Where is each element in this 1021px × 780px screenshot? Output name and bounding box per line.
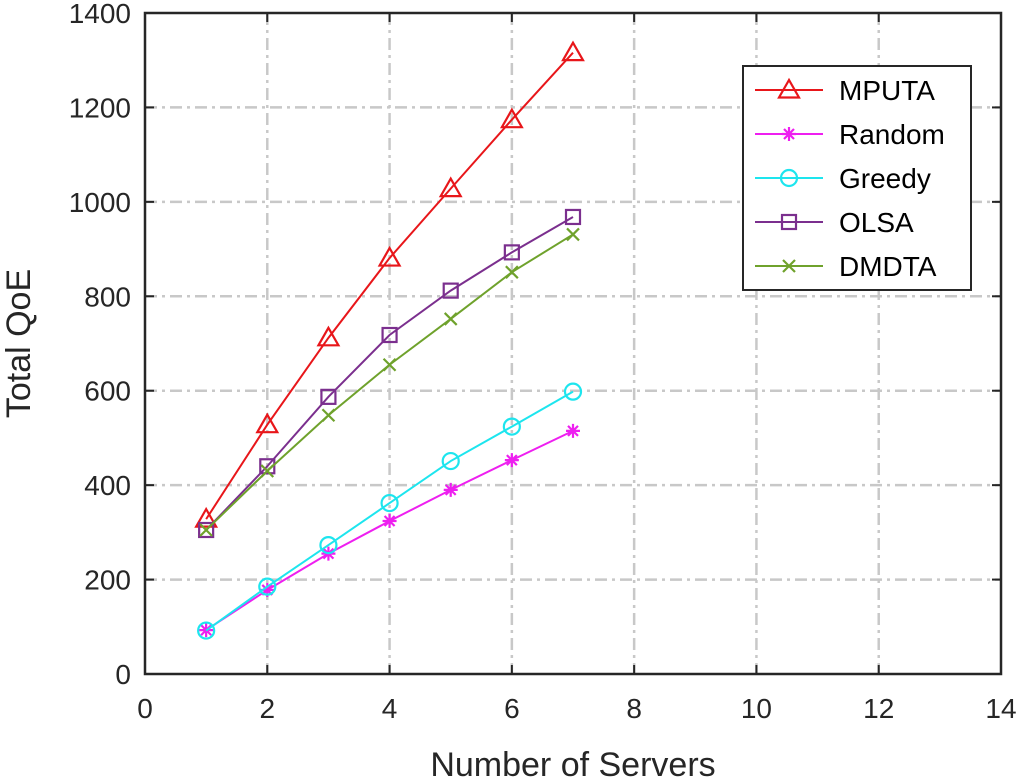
x-tick-label: 4: [382, 693, 398, 724]
data-point-greedy: [197, 621, 216, 640]
x-axis-label: Number of Servers: [430, 746, 715, 780]
y-tick-label: 1400: [69, 0, 131, 29]
series-greedy: [197, 382, 583, 640]
data-point-dmdta: [260, 464, 275, 478]
data-point-dmdta: [443, 312, 458, 326]
data-point-random: [260, 582, 275, 597]
x-tick-label: 8: [626, 693, 642, 724]
data-point-mputa: [499, 107, 524, 129]
data-point-olsa: [381, 326, 398, 344]
legend: MPUTA Random Greedy OLSA DMDTA: [742, 65, 972, 291]
data-point-dmdta: [505, 265, 519, 279]
legend-item-random: Random: [755, 119, 945, 150]
data-point-mputa: [255, 412, 280, 434]
y-axis-label: Total QoE: [0, 269, 38, 418]
legend-marker-random: [782, 127, 796, 141]
series-mputa: [194, 40, 585, 528]
axis-ticks: 0 2 4 6 8 10 12 14 0 200 400 600 800 1000 1200 1400: [69, 0, 1017, 724]
data-point-greedy: [319, 536, 338, 555]
x-tick-label: 10: [741, 693, 772, 724]
data-point-random: [566, 423, 580, 438]
y-tick-label: 400: [84, 470, 131, 501]
data-point-mputa: [561, 40, 585, 62]
data-point-greedy: [380, 493, 399, 513]
data-point-olsa: [442, 282, 459, 299]
legend-label-dmdta: DMDTA: [839, 251, 937, 282]
legend-marker-greedy: [779, 168, 799, 188]
data-point-greedy: [441, 451, 460, 471]
data-point-mputa: [377, 245, 402, 267]
legend-item-dmdta: DMDTA: [755, 251, 937, 282]
data-point-dmdta: [566, 227, 580, 242]
data-point-greedy: [502, 417, 521, 436]
data-point-mputa: [316, 325, 341, 347]
x-tick-label: 0: [137, 693, 153, 724]
data-point-olsa: [320, 388, 337, 405]
data-point-olsa: [259, 458, 276, 475]
x-tick-label: 14: [985, 693, 1016, 724]
series-olsa: [198, 208, 582, 539]
series-line-mputa: [205, 51, 574, 520]
data-point-mputa: [194, 506, 219, 528]
data-point-dmdta: [382, 357, 397, 372]
legend-item-mputa: MPUTA: [755, 75, 935, 106]
axes-box: [143, 11, 1003, 676]
data-point-olsa: [198, 521, 215, 539]
legend-label-mputa: MPUTA: [839, 75, 935, 106]
legend-item-greedy: Greedy: [755, 163, 931, 194]
data-point-greedy: [258, 577, 277, 596]
legend-label-greedy: Greedy: [839, 163, 931, 194]
x-tick-label: 12: [863, 693, 894, 724]
legend-label-random: Random: [839, 119, 945, 150]
data-point-mputa: [438, 176, 463, 198]
y-tick-label: 0: [115, 659, 131, 690]
data-point-dmdta: [199, 523, 213, 537]
data-point-olsa: [564, 208, 582, 226]
series-line-olsa: [205, 216, 574, 531]
plot-series: [194, 40, 585, 640]
data-point-random: [382, 514, 397, 529]
x-tick-label: 2: [259, 693, 275, 724]
legend-marker-olsa: [780, 213, 798, 231]
y-tick-label: 600: [84, 376, 131, 407]
y-tick-label: 1200: [69, 92, 131, 123]
legend-marker-dmdta: [782, 259, 796, 273]
data-point-random: [504, 453, 519, 468]
x-tick-label: 6: [504, 693, 520, 724]
legend-marker-mputa: [777, 77, 801, 99]
series-dmdta: [199, 227, 580, 537]
y-tick-label: 1000: [69, 187, 131, 218]
data-point-dmdta: [321, 408, 336, 423]
legend-label-olsa: OLSA: [839, 207, 914, 238]
data-point-greedy: [563, 382, 583, 401]
data-point-random: [443, 482, 458, 497]
y-tick-label: 200: [84, 565, 131, 596]
series-line-greedy: [205, 390, 574, 632]
data-point-olsa: [503, 244, 520, 261]
y-tick-label: 800: [84, 281, 131, 312]
legend-item-olsa: OLSA: [755, 207, 914, 238]
